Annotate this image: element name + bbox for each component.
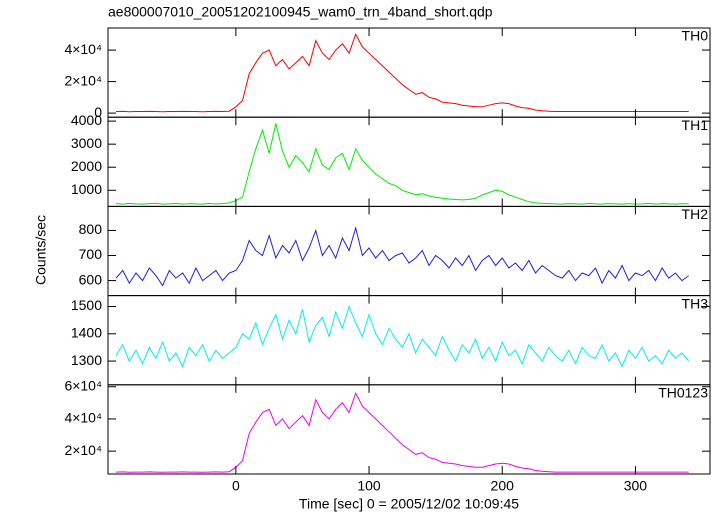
y-tick-label: 2000 (71, 158, 102, 174)
x-tick-label: 0 (232, 478, 240, 494)
x-axis-label: Time [sec] 0 = 2005/12/02 10:09:45 (299, 496, 519, 512)
y-tick-label: 2×10⁴ (64, 442, 102, 458)
y-tick-label: 4000 (71, 112, 102, 128)
light-curve (115, 123, 689, 205)
panel-label: TH0 (682, 28, 709, 44)
panel-label: TH1 (682, 117, 709, 133)
panel-label: TH0123 (658, 385, 708, 401)
y-tick-label: 2×10⁴ (64, 72, 102, 88)
light-curve (115, 305, 690, 368)
light-curve (115, 225, 689, 287)
panel-frame (107, 384, 711, 475)
panel-frame (107, 205, 711, 297)
light-curve (115, 33, 689, 113)
chart-title: ae800007010_20051202100945_wam0_trn_4ban… (108, 4, 493, 20)
y-tick-label: 3000 (71, 135, 102, 151)
panel-label: TH3 (682, 295, 709, 311)
light-curve (115, 391, 689, 473)
y-tick-label: 6×10⁴ (64, 377, 102, 393)
y-tick-label: 0 (94, 104, 102, 120)
y-tick-label: 1500 (71, 297, 102, 313)
panel-frame (107, 27, 711, 118)
x-tick-label: 200 (491, 478, 515, 494)
panel-frame (107, 295, 711, 386)
y-tick-label: 1000 (71, 181, 102, 197)
y-tick-label: 600 (79, 271, 103, 287)
x-tick-label: 100 (357, 478, 381, 494)
panel-label: TH2 (682, 206, 709, 222)
y-tick-label: 700 (79, 246, 103, 262)
y-tick-label: 800 (79, 221, 103, 237)
y-tick-label: 4×10⁴ (64, 41, 102, 57)
y-axis-label: Counts/sec (33, 215, 49, 285)
y-tick-label: 1300 (71, 352, 102, 368)
y-tick-label: 4×10⁴ (64, 410, 102, 426)
y-tick-label: 1400 (71, 324, 102, 340)
x-tick-label: 300 (624, 478, 648, 494)
